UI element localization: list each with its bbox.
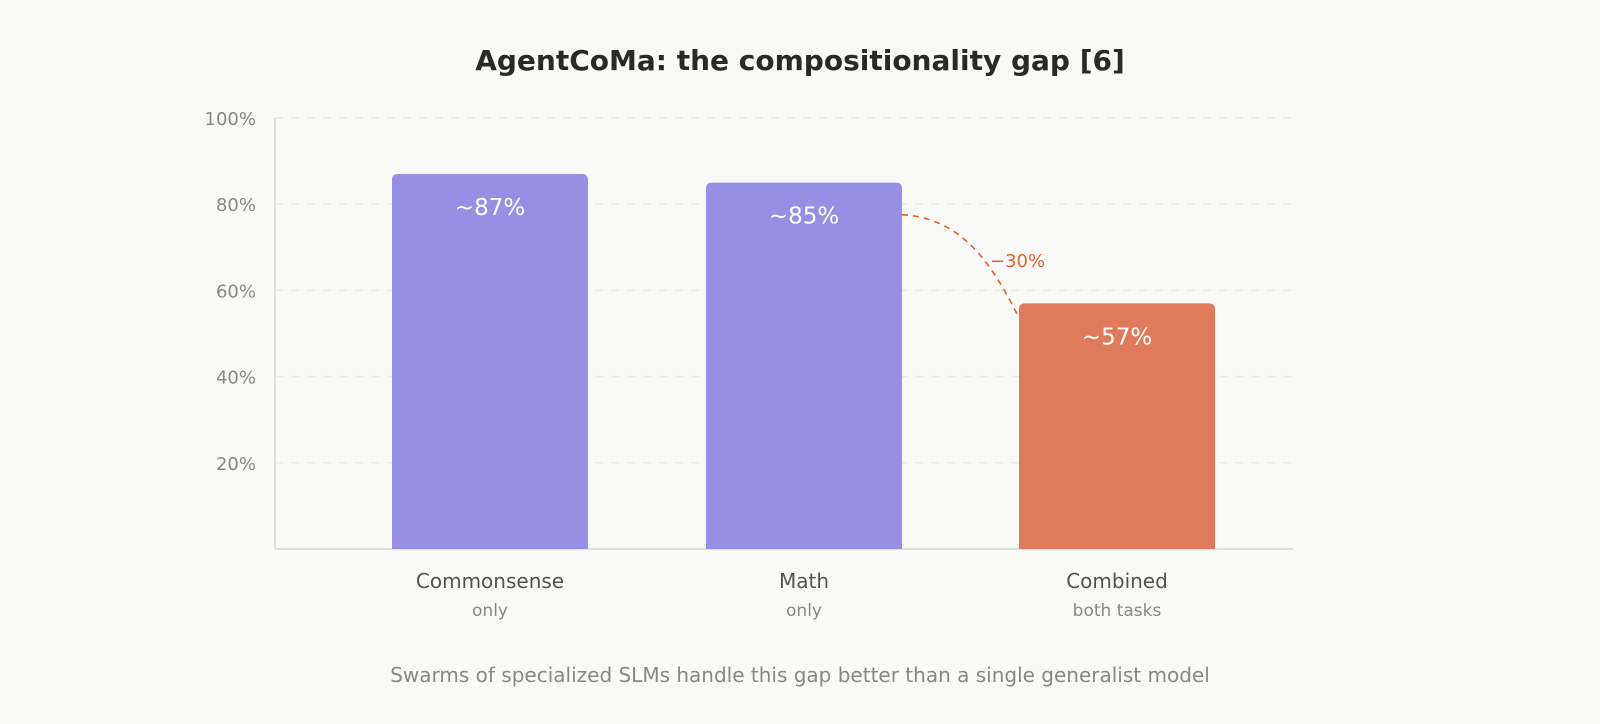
chart-title: AgentCoMa: the compositionality gap [6] xyxy=(475,44,1125,77)
bar xyxy=(706,182,902,549)
y-tick-label: 80% xyxy=(216,195,256,216)
x-tick-sublabel: only xyxy=(786,601,822,621)
x-tick-label: Commonsense xyxy=(416,569,564,593)
bar xyxy=(1019,303,1215,549)
drop-annotation: −30% xyxy=(990,251,1045,272)
y-tick-label: 100% xyxy=(205,109,256,130)
data-label: ~57% xyxy=(1082,324,1152,350)
y-tick-label: 40% xyxy=(216,368,256,389)
y-tick-label: 60% xyxy=(216,281,256,302)
y-tick-label: 20% xyxy=(216,454,256,475)
x-tick-sublabel: only xyxy=(472,601,508,621)
x-tick-label: Math xyxy=(779,569,829,593)
x-tick-label: Combined xyxy=(1066,569,1168,593)
x-tick-sublabel: both tasks xyxy=(1073,601,1162,621)
data-label: ~85% xyxy=(769,204,839,230)
footnote: Swarms of specialized SLMs handle this g… xyxy=(390,663,1210,687)
drop-connector xyxy=(901,213,1019,317)
bar xyxy=(392,174,588,549)
data-label: ~87% xyxy=(455,195,525,221)
